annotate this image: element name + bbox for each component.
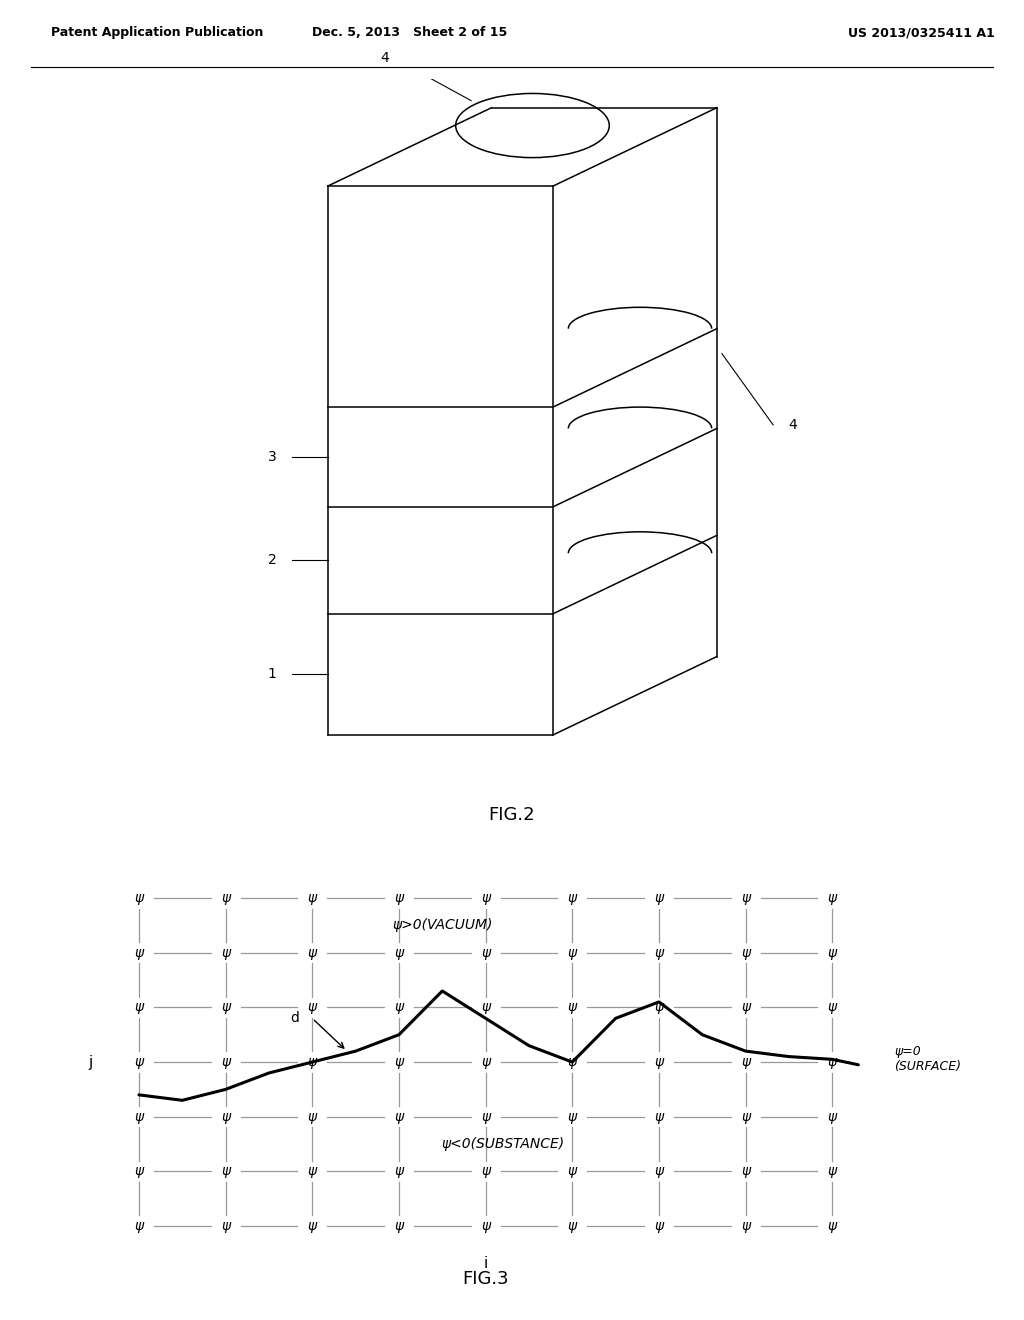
Text: ψ: ψ	[654, 1164, 664, 1179]
Text: ψ: ψ	[221, 1055, 230, 1069]
Text: ψ: ψ	[827, 1055, 837, 1069]
Text: ψ<0(SUBSTANCE): ψ<0(SUBSTANCE)	[441, 1137, 564, 1151]
Text: ψ: ψ	[567, 1055, 577, 1069]
Text: ψ: ψ	[308, 945, 316, 960]
Text: Patent Application Publication: Patent Application Publication	[51, 26, 263, 40]
Text: ψ: ψ	[827, 1220, 837, 1233]
Text: ψ: ψ	[741, 1220, 751, 1233]
Text: ψ: ψ	[827, 945, 837, 960]
Text: ψ=0
(SURFACE): ψ=0 (SURFACE)	[895, 1045, 962, 1073]
Text: 3: 3	[267, 450, 276, 465]
Text: ψ: ψ	[308, 1110, 316, 1123]
Text: j: j	[88, 1055, 92, 1069]
Text: ψ: ψ	[567, 945, 577, 960]
Text: ψ: ψ	[567, 1220, 577, 1233]
Text: ψ: ψ	[221, 1164, 230, 1179]
Text: 4: 4	[380, 50, 389, 65]
Text: US 2013/0325411 A1: US 2013/0325411 A1	[848, 26, 995, 40]
Text: ψ: ψ	[481, 1001, 490, 1014]
Text: ψ: ψ	[567, 1164, 577, 1179]
Text: ψ: ψ	[134, 1055, 143, 1069]
Text: ψ: ψ	[221, 1220, 230, 1233]
Text: ψ: ψ	[654, 1055, 664, 1069]
Text: ψ: ψ	[308, 1220, 316, 1233]
Text: ψ: ψ	[221, 891, 230, 906]
Text: ψ: ψ	[481, 1110, 490, 1123]
Text: ψ: ψ	[308, 891, 316, 906]
Text: ψ: ψ	[308, 1055, 316, 1069]
Text: Dec. 5, 2013   Sheet 2 of 15: Dec. 5, 2013 Sheet 2 of 15	[312, 26, 507, 40]
Text: ψ: ψ	[741, 891, 751, 906]
Text: ψ: ψ	[394, 945, 403, 960]
Text: ψ: ψ	[394, 891, 403, 906]
Text: ψ: ψ	[308, 1001, 316, 1014]
Text: ψ: ψ	[134, 1110, 143, 1123]
Text: ψ: ψ	[134, 945, 143, 960]
Text: ψ: ψ	[827, 1110, 837, 1123]
Text: 4: 4	[788, 418, 798, 432]
Text: 1: 1	[267, 668, 276, 681]
Text: ψ: ψ	[654, 891, 664, 906]
Text: ψ: ψ	[221, 945, 230, 960]
Text: ψ: ψ	[654, 1220, 664, 1233]
Text: ψ: ψ	[741, 1110, 751, 1123]
Text: ψ: ψ	[654, 945, 664, 960]
Text: ψ: ψ	[134, 1164, 143, 1179]
Text: ψ: ψ	[134, 891, 143, 906]
Text: 2: 2	[267, 553, 276, 568]
Text: ψ: ψ	[481, 1220, 490, 1233]
Text: ψ: ψ	[567, 891, 577, 906]
Text: ψ: ψ	[134, 1220, 143, 1233]
Text: ψ: ψ	[481, 945, 490, 960]
Text: i: i	[483, 1255, 487, 1271]
Text: FIG.3: FIG.3	[462, 1270, 509, 1288]
Text: ψ: ψ	[481, 1164, 490, 1179]
Text: ψ: ψ	[827, 1164, 837, 1179]
Text: ψ>0(VACUUM): ψ>0(VACUUM)	[392, 919, 493, 932]
Text: ψ: ψ	[741, 1055, 751, 1069]
Text: ψ: ψ	[394, 1001, 403, 1014]
Text: ψ: ψ	[394, 1164, 403, 1179]
Text: FIG.2: FIG.2	[488, 807, 536, 824]
Text: ψ: ψ	[308, 1164, 316, 1179]
Text: ψ: ψ	[827, 1001, 837, 1014]
Text: ψ: ψ	[394, 1110, 403, 1123]
Text: ψ: ψ	[567, 1001, 577, 1014]
Text: ψ: ψ	[827, 891, 837, 906]
Text: ψ: ψ	[394, 1055, 403, 1069]
Text: ψ: ψ	[481, 1055, 490, 1069]
Text: ψ: ψ	[741, 945, 751, 960]
Text: ψ: ψ	[741, 1164, 751, 1179]
Text: ψ: ψ	[567, 1110, 577, 1123]
Text: ψ: ψ	[654, 1001, 664, 1014]
Text: ψ: ψ	[134, 1001, 143, 1014]
Text: ψ: ψ	[221, 1110, 230, 1123]
Text: ψ: ψ	[741, 1001, 751, 1014]
Text: ψ: ψ	[221, 1001, 230, 1014]
Text: d: d	[291, 1011, 299, 1026]
Text: ψ: ψ	[654, 1110, 664, 1123]
Text: ψ: ψ	[394, 1220, 403, 1233]
Text: ψ: ψ	[481, 891, 490, 906]
